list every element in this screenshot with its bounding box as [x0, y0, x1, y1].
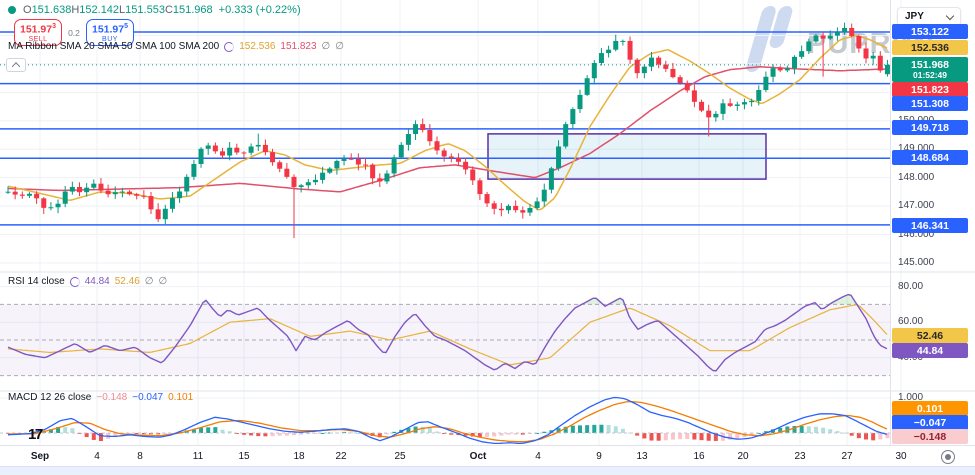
macd-legend[interactable]: MACD 12 26 close −0.148 −0.047 0.101 [8, 392, 193, 403]
buy-button[interactable]: 151.975 BUY [86, 19, 134, 46]
sma200-value: ∅ [335, 41, 344, 52]
axis-tick-label: 148.000 [898, 172, 935, 183]
time-tick-label: 22 [335, 451, 347, 462]
time-tick-label: 18 [293, 451, 305, 462]
macd-line-value: −0.047 [132, 392, 164, 403]
ohlc-key: C [164, 4, 173, 16]
symbol-info-bar: O151.638H152.142L151.553C151.968 +0.333 … [8, 4, 301, 16]
axis-settings-gear-icon[interactable] [941, 450, 955, 464]
loading-spinner-icon [224, 41, 235, 52]
time-tick-label: 30 [895, 451, 907, 462]
ohlc-key: L [119, 4, 126, 16]
axis-tick-label: 147.000 [898, 200, 935, 211]
ohlc-value: 151.553 [125, 4, 165, 16]
rsi-null-2: ∅ [158, 276, 168, 287]
axis-tick-label: 80.00 [898, 281, 924, 292]
price-change: +0.333 (+0.22%) [218, 4, 301, 16]
rsi-null-1: ∅ [144, 276, 154, 287]
price-label-badge: 149.718 [892, 120, 968, 136]
macd-hist-value: −0.148 [96, 392, 128, 403]
ohlc-key: H [71, 4, 80, 16]
buy-label: BUY [102, 35, 118, 43]
ohlc-key: O [23, 4, 32, 16]
time-tick-label: 23 [794, 451, 806, 462]
price-label-badge: 151.308 [892, 96, 968, 112]
time-tick-label: Oct [469, 451, 487, 462]
countdown-timer: 01:52:49 [912, 69, 948, 80]
ohlc-value: 152.142 [79, 4, 120, 16]
price-label-badge: 151.823 [892, 82, 968, 98]
time-tick-label: 8 [137, 451, 143, 462]
axis-tick-label: 146.000 [898, 229, 935, 240]
axis-tick-label: 1.000 [898, 392, 924, 403]
price-label-badge: 146.341 [892, 218, 968, 234]
sell-price: 151.973 [19, 22, 57, 35]
rsi-value: 44.84 [84, 276, 110, 287]
tradingview-logo[interactable]: 17 [28, 426, 43, 443]
chevron-down-icon [945, 11, 955, 20]
currency-label: JPY [905, 11, 924, 22]
ma-ribbon-legend[interactable]: MA Ribbon SMA 20 SMA 50 SMA 100 SMA 200 … [8, 41, 344, 52]
price-axis[interactable]: JPY 150.000149.000148.000147.000146.0001… [890, 0, 975, 466]
price-label-badge: 153.122 [892, 24, 968, 40]
rsi-ma-value: 52.46 [114, 276, 140, 287]
time-tick-label: 27 [841, 451, 853, 462]
ohlc-value: 151.638 [31, 4, 72, 16]
sell-label: SELL [28, 35, 48, 43]
time-tick-label: 4 [535, 451, 541, 462]
time-tick-label: Sep [30, 451, 50, 462]
price-label-badge: 152.536 [892, 40, 968, 56]
buy-sell-widget: 151.973 SELL 0.2 151.975 BUY [14, 19, 134, 46]
market-status-dot [8, 6, 16, 14]
ohlc-value: 151.968 [172, 4, 213, 16]
rsi-title: RSI 14 close [8, 276, 65, 287]
sell-button[interactable]: 151.973 SELL [14, 19, 62, 46]
sma50-value: 151.823 [280, 41, 317, 52]
collapse-widget-button[interactable] [6, 58, 26, 72]
time-tick-label: 9 [596, 451, 602, 462]
sma100-value: ∅ [321, 41, 331, 52]
axis-tick-label: 149.000 [898, 143, 935, 154]
sma20-value: 152.536 [239, 41, 276, 52]
axis-tick-label: 60.00 [898, 316, 924, 327]
axis-tick-label: 145.000 [898, 257, 935, 268]
time-tick-label: 4 [94, 451, 100, 462]
spread-value: 0.2 [62, 26, 86, 39]
time-tick-label: 16 [693, 451, 705, 462]
time-axis[interactable]: Sep 4 8 11 15 18 22 25 Oct 4 9 13 16 20 23 27 30 [0, 445, 975, 466]
price-label-badge: 148.684 [892, 150, 968, 166]
price-label-badge: −0.148 [892, 429, 968, 445]
price-label-badge: 0.101 [892, 401, 968, 417]
price-label-badge: 151.968 01:52:49 [892, 57, 968, 82]
time-tick-label: 20 [737, 451, 749, 462]
buy-price: 151.975 [91, 22, 129, 35]
rsi-legend[interactable]: RSI 14 close 44.84 52.46 ∅ ∅ [8, 276, 167, 287]
price-label-badge: −0.047 [892, 415, 968, 431]
time-tick-label: 11 [192, 451, 204, 462]
bottom-strip [0, 466, 975, 475]
ohlc-values: O151.638H152.142L151.553C151.968 [23, 4, 213, 16]
macd-signal-value: 0.101 [168, 392, 194, 403]
time-tick-label: 25 [394, 451, 406, 462]
time-tick-label: 13 [636, 451, 648, 462]
loading-spinner-icon [69, 276, 80, 287]
price-label-badge: 44.84 [892, 343, 968, 359]
time-tick-label: 15 [238, 451, 250, 462]
price-label-badge: 52.46 [892, 328, 968, 344]
ma-ribbon-title: MA Ribbon SMA 20 SMA 50 SMA 100 SMA 200 [8, 41, 220, 52]
macd-title: MACD 12 26 close [8, 392, 92, 403]
chevron-up-icon [11, 62, 21, 71]
